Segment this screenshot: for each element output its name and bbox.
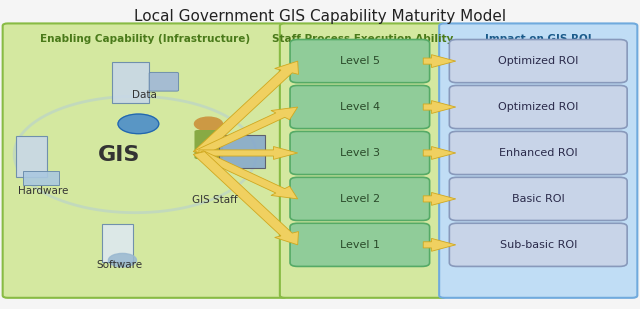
FancyBboxPatch shape (16, 136, 47, 176)
Polygon shape (423, 55, 456, 68)
FancyBboxPatch shape (3, 23, 287, 298)
Text: Level 2: Level 2 (340, 194, 380, 204)
Text: Optimized ROI: Optimized ROI (498, 56, 579, 66)
Text: Local Government GIS Capability Maturity Model: Local Government GIS Capability Maturity… (134, 9, 506, 24)
Text: Level 5: Level 5 (340, 56, 380, 66)
Text: Level 4: Level 4 (340, 102, 380, 112)
Text: GIS Staff: GIS Staff (192, 195, 237, 205)
Polygon shape (193, 151, 298, 245)
Circle shape (108, 253, 136, 267)
Polygon shape (423, 239, 456, 251)
Polygon shape (195, 107, 298, 155)
FancyBboxPatch shape (220, 135, 264, 168)
FancyBboxPatch shape (449, 223, 627, 266)
Polygon shape (193, 61, 298, 154)
Text: Level 3: Level 3 (340, 148, 380, 158)
FancyBboxPatch shape (195, 130, 223, 159)
FancyBboxPatch shape (290, 86, 429, 129)
FancyBboxPatch shape (23, 171, 60, 185)
FancyBboxPatch shape (280, 23, 446, 298)
Text: Basic ROI: Basic ROI (512, 194, 564, 204)
Text: Hardware: Hardware (18, 186, 68, 196)
Text: Sub-basic ROI: Sub-basic ROI (500, 240, 577, 250)
Polygon shape (423, 146, 456, 159)
Polygon shape (423, 101, 456, 113)
FancyBboxPatch shape (449, 131, 627, 175)
Text: Level 1: Level 1 (340, 240, 380, 250)
Text: GIS: GIS (98, 145, 140, 164)
FancyBboxPatch shape (149, 72, 179, 91)
Text: Enabling Capability (Infrastructure): Enabling Capability (Infrastructure) (40, 34, 250, 44)
Text: Impact on GIS ROI: Impact on GIS ROI (485, 34, 591, 44)
FancyBboxPatch shape (290, 177, 429, 221)
Text: Optimized ROI: Optimized ROI (498, 102, 579, 112)
FancyBboxPatch shape (290, 131, 429, 175)
FancyBboxPatch shape (290, 223, 429, 266)
FancyBboxPatch shape (439, 23, 637, 298)
FancyBboxPatch shape (449, 86, 627, 129)
FancyBboxPatch shape (449, 177, 627, 221)
FancyBboxPatch shape (111, 62, 149, 103)
FancyBboxPatch shape (290, 40, 429, 83)
FancyBboxPatch shape (102, 224, 133, 262)
Text: Software: Software (96, 260, 142, 270)
Text: Staff Process Execution Ability: Staff Process Execution Ability (273, 34, 454, 44)
Text: Enhanced ROI: Enhanced ROI (499, 148, 577, 158)
Circle shape (195, 117, 223, 131)
Text: Data: Data (132, 90, 157, 100)
Polygon shape (423, 193, 456, 205)
FancyBboxPatch shape (449, 40, 627, 83)
Circle shape (118, 114, 159, 134)
Polygon shape (199, 146, 298, 159)
Polygon shape (195, 151, 298, 199)
